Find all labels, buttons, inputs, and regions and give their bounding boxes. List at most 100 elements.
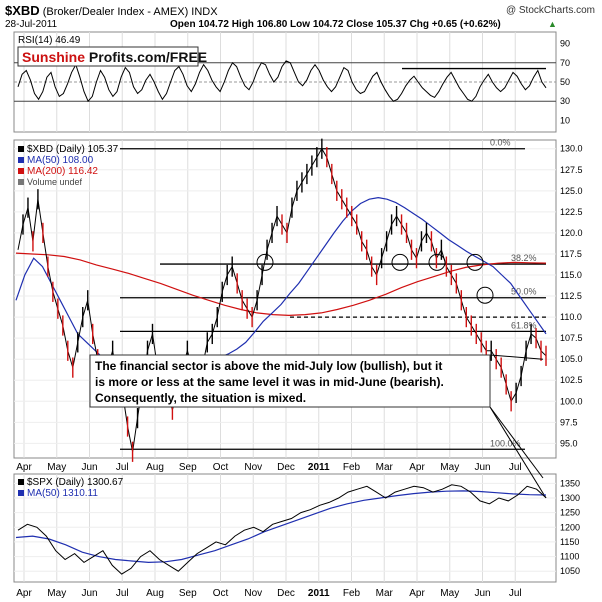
price-x-tick-label: Jun	[474, 462, 490, 473]
price-x-tick-label: Dec	[277, 462, 295, 473]
price-x-tick-label: Feb	[343, 462, 361, 473]
price-y-tick-label: 107.5	[560, 333, 583, 343]
price-x-tick-label: Jun	[81, 462, 97, 473]
spx-x-tick-label: Mar	[376, 588, 394, 599]
price-x-tick-label: Oct	[213, 462, 229, 473]
price-y-tick-label: 112.5	[560, 291, 582, 301]
price-legend-ma200: MA(200) 116.42	[27, 166, 98, 177]
spx-y-tick-label: 1150	[560, 537, 579, 547]
price-y-tick-label: 102.5	[560, 375, 583, 385]
spx-ma50-line	[15, 490, 547, 564]
brand-part2: Profits.com/FREE	[85, 49, 207, 65]
rsi-y-tick-label: 30	[560, 96, 570, 106]
price-x-tick-label: Sep	[179, 462, 197, 473]
legend-swatch-ma50	[18, 157, 24, 163]
spx-x-tick-label: Jul	[509, 588, 522, 599]
spx-x-tick-label: Aug	[146, 588, 164, 599]
spx-x-tick-label: Nov	[244, 588, 262, 599]
legend-swatch-volume	[18, 179, 24, 185]
spx-x-tick-label: Jul	[116, 588, 129, 599]
spx-legend-ma50: MA(50) 1310.11	[27, 488, 98, 499]
spx-y-tick-label: 1050	[560, 566, 580, 576]
touch-circle	[428, 253, 446, 271]
annotation-box	[89, 354, 491, 408]
price-x-tick-label: Jul	[116, 462, 129, 473]
price-x-tick-label: Jul	[509, 462, 522, 473]
ohlc-line: Open 104.72 High 106.80 Low 104.72 Close…	[170, 19, 501, 30]
touch-circle	[391, 253, 409, 271]
price-legend-volume: Volume undef	[27, 177, 83, 187]
fib-level-label: 50.0%	[511, 287, 537, 297]
price-y-tick-label: 117.5	[560, 249, 582, 259]
spx-x-tick-label: Jun	[81, 588, 97, 599]
price-y-tick-label: 120.0	[560, 228, 583, 238]
watermark: @ StockCharts.com	[506, 5, 595, 16]
fib-level-label: 38.2%	[511, 253, 537, 263]
price-y-tick-label: 105.0	[560, 354, 583, 364]
spx-x-tick-label: Jun	[474, 588, 490, 599]
rsi-y-tick-label: 50	[560, 77, 570, 87]
price-x-tick-label: May	[47, 462, 66, 473]
price-legend-xbd: $XBD (Daily) 105.37	[27, 144, 119, 155]
price-x-tick-label: 2011	[308, 462, 330, 473]
touch-circle	[476, 286, 494, 304]
rsi-y-tick-label: 70	[560, 58, 570, 68]
spx-x-tick-label: Apr	[409, 588, 425, 599]
price-x-tick-label: Aug	[146, 462, 164, 473]
touch-circle	[466, 253, 484, 271]
price-y-tick-label: 127.5	[560, 165, 583, 175]
spx-y-tick-label: 1350	[560, 478, 580, 488]
annotation-pointer	[489, 406, 547, 499]
spx-legend-price: $SPX (Daily) 1300.67	[27, 477, 124, 488]
annotation-line-3: Consequently, the situation is mixed.	[95, 391, 306, 405]
spx-x-tick-label: Feb	[343, 588, 361, 599]
price-y-tick-label: 115.0	[560, 270, 582, 280]
brand-part1: Sunshine	[22, 49, 85, 65]
fib-level-label: 100.0%	[490, 438, 521, 448]
spx-y-tick-label: 1100	[560, 552, 579, 562]
legend-swatch-spx	[18, 479, 24, 485]
chart-title-suffix: (Broker/Dealer Index - AMEX) INDX	[40, 6, 219, 18]
legend-swatch-xbd	[18, 146, 24, 152]
spx-x-tick-label: Dec	[277, 588, 295, 599]
spx-y-tick-label: 1250	[560, 508, 580, 518]
spx-y-tick-label: 1300	[560, 493, 580, 503]
price-y-tick-label: 110.0	[560, 312, 582, 322]
legend-swatch-spx-ma50	[18, 490, 24, 496]
chart-symbol: $XBD	[5, 3, 40, 18]
price-x-tick-label: Apr	[409, 462, 425, 473]
price-x-tick-label: Mar	[376, 462, 394, 473]
fib-level-label: 0.0%	[490, 138, 511, 148]
annotation-line-2: is more or less at the same level it was…	[95, 375, 444, 389]
spx-x-tick-label: Apr	[16, 588, 32, 599]
annotation-pointer	[489, 406, 544, 479]
price-legend-ma50: MA(50) 108.00	[27, 155, 94, 166]
spx-x-tick-label: Sep	[179, 588, 197, 599]
rsi-legend: RSI(14) 46.49	[18, 35, 81, 46]
spx-x-tick-label: Oct	[213, 588, 229, 599]
brand-text: Sunshine Profits.com/FREE	[22, 49, 207, 65]
rsi-y-tick-label: 90	[560, 39, 570, 49]
rsi-y-tick-label: 10	[560, 115, 570, 125]
chg-up-arrow-icon: ▲	[548, 19, 557, 29]
touch-circle	[256, 253, 274, 271]
spx-x-tick-label: May	[440, 588, 459, 599]
price-y-tick-label: 97.5	[560, 417, 578, 427]
price-x-tick-label: Nov	[244, 462, 262, 473]
spx-x-tick-label: 2011	[308, 588, 330, 599]
price-y-tick-label: 125.0	[560, 186, 583, 196]
price-y-tick-label: 95.0	[560, 438, 578, 448]
spx-price-line	[17, 484, 547, 575]
price-y-tick-label: 122.5	[560, 207, 583, 217]
spx-y-tick-label: 1200	[560, 522, 580, 532]
price-y-tick-label: 130.0	[560, 144, 583, 154]
rsi-line	[17, 60, 547, 103]
annotation-line-1: The financial sector is above the mid-Ju…	[95, 359, 442, 373]
ma200-line	[15, 252, 547, 317]
legend-swatch-ma200	[18, 168, 24, 174]
chart-date: 28-Jul-2011	[5, 19, 58, 30]
price-y-tick-label: 100.0	[560, 396, 583, 406]
price-x-tick-label: May	[440, 462, 459, 473]
spx-panel	[13, 473, 557, 583]
